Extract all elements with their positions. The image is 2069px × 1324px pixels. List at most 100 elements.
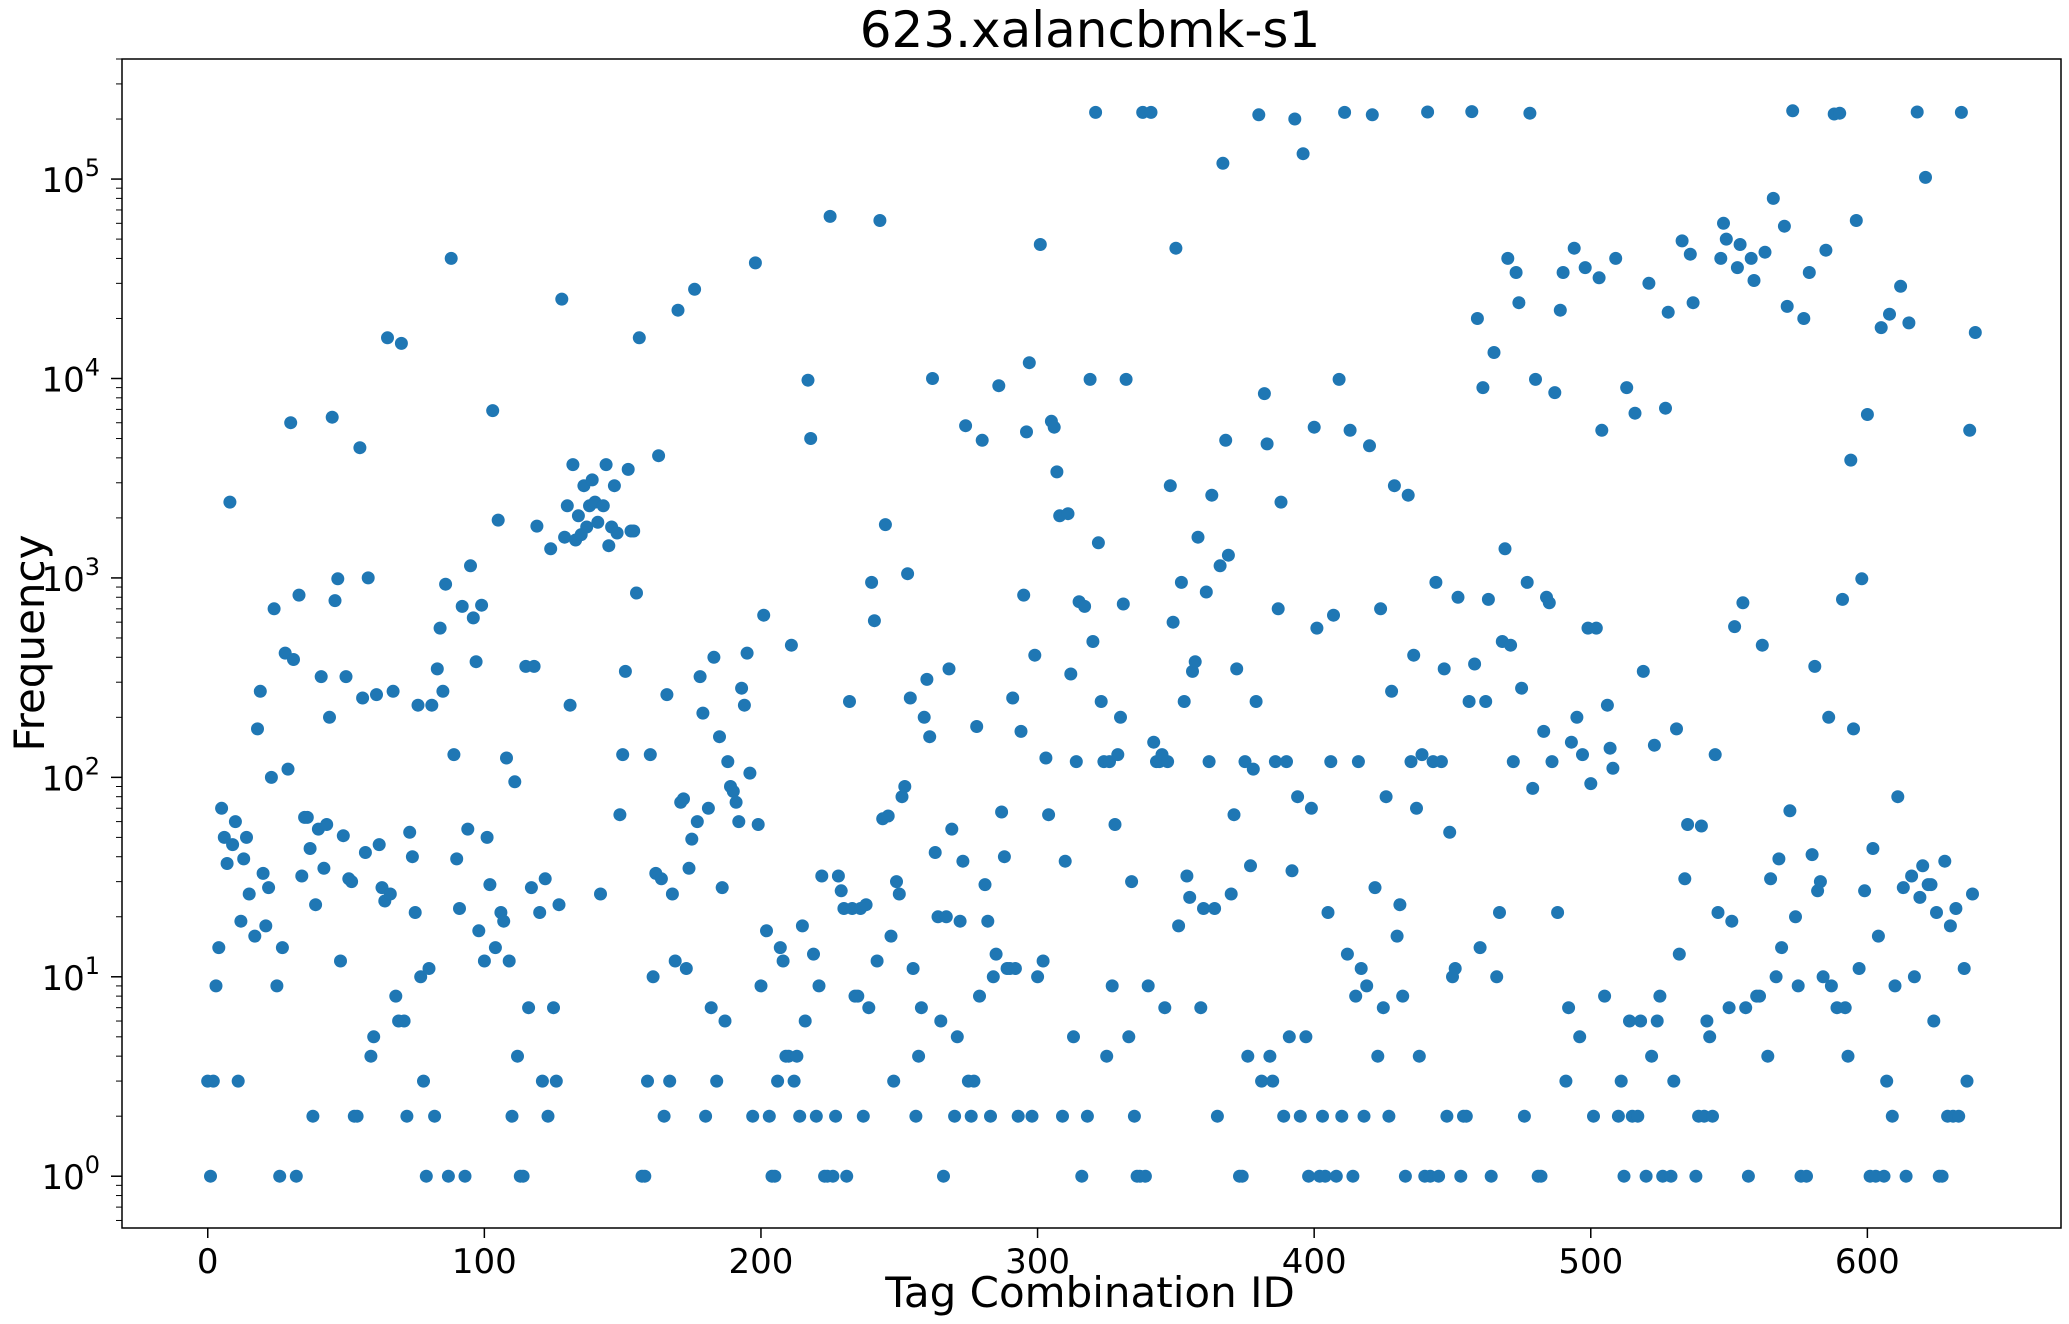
data-point <box>701 801 715 815</box>
data-point <box>1385 684 1399 698</box>
data-point <box>480 830 494 844</box>
data-point <box>654 872 668 886</box>
data-point <box>1346 1169 1360 1183</box>
data-point <box>1954 105 1968 119</box>
data-point <box>475 598 489 612</box>
data-point <box>696 706 710 720</box>
data-point <box>364 1049 378 1063</box>
data-point <box>339 670 353 684</box>
data-point <box>1382 1109 1396 1123</box>
data-point <box>1487 346 1501 359</box>
x-tick-label: 300 <box>1005 1242 1070 1282</box>
data-point <box>1412 1049 1426 1063</box>
data-point <box>439 577 453 591</box>
data-point <box>1365 108 1379 122</box>
data-point <box>1221 548 1235 562</box>
data-point <box>1335 1109 1349 1123</box>
data-point <box>1194 1001 1208 1015</box>
data-point <box>1706 1109 1719 1123</box>
data-point <box>660 688 674 702</box>
data-point <box>760 924 773 938</box>
data-point <box>1556 266 1570 279</box>
data-point <box>381 331 394 345</box>
data-point <box>1614 1074 1628 1088</box>
data-point <box>1957 962 1971 975</box>
data-point <box>419 1169 433 1183</box>
data-point <box>596 499 610 513</box>
data-point <box>383 887 397 901</box>
data-point <box>594 887 607 901</box>
data-point <box>317 861 331 875</box>
data-point <box>1819 243 1833 257</box>
data-point <box>903 691 917 705</box>
data-point <box>682 861 696 875</box>
data-point <box>1299 1030 1313 1044</box>
data-point <box>1379 790 1393 804</box>
data-point <box>411 698 425 712</box>
data-point <box>1493 906 1506 919</box>
data-point <box>826 1169 840 1183</box>
data-point <box>1338 105 1352 119</box>
data-point <box>997 850 1011 864</box>
data-point <box>992 379 1006 393</box>
data-point <box>1860 408 1874 421</box>
data-point <box>1125 875 1139 889</box>
data-point <box>1349 989 1363 1003</box>
data-point <box>862 1001 876 1015</box>
data-point <box>1285 864 1299 878</box>
data-point <box>1263 1049 1277 1063</box>
data-point <box>358 846 372 859</box>
y-tick-exponent: 3 <box>85 553 100 581</box>
data-point <box>740 646 754 660</box>
x-tick-label: 400 <box>1282 1242 1347 1282</box>
data-point <box>425 698 439 712</box>
y-tick-base: 10 <box>41 161 84 201</box>
data-point <box>1396 989 1410 1003</box>
data-point <box>856 1109 870 1123</box>
data-point <box>1783 804 1797 818</box>
data-point <box>743 766 757 780</box>
data-point <box>1741 1169 1755 1183</box>
data-point <box>309 898 323 912</box>
data-point <box>1952 1109 1966 1123</box>
data-point <box>1589 621 1603 635</box>
data-point <box>704 1001 718 1015</box>
data-point <box>1100 1049 1114 1063</box>
data-point <box>370 688 383 702</box>
data-point <box>1127 1109 1141 1123</box>
data-point <box>1578 261 1592 275</box>
data-point <box>1681 818 1695 831</box>
data-point <box>1761 1049 1775 1063</box>
data-point <box>408 906 422 919</box>
data-point <box>1728 620 1742 634</box>
data-point <box>1202 755 1216 769</box>
data-point <box>1067 1030 1080 1044</box>
data-point <box>1775 941 1789 955</box>
data-point <box>1368 881 1382 895</box>
data-point <box>1246 762 1260 776</box>
data-point <box>917 710 931 724</box>
data-point <box>281 762 295 776</box>
data-point <box>735 681 749 695</box>
data-point <box>1213 559 1227 573</box>
data-point <box>361 571 375 585</box>
data-point <box>433 621 447 635</box>
data-point <box>829 1109 843 1123</box>
y-tick-label: 105 <box>41 154 100 201</box>
data-point <box>522 1001 536 1015</box>
data-point <box>1321 906 1335 919</box>
data-point <box>1708 748 1722 762</box>
data-point <box>809 1109 823 1123</box>
data-point <box>807 947 820 961</box>
data-point <box>253 684 267 698</box>
data-point <box>748 256 762 270</box>
data-point <box>1398 1169 1412 1183</box>
data-point <box>939 910 953 924</box>
data-point <box>798 1014 812 1028</box>
data-point <box>477 954 491 968</box>
data-point <box>1598 989 1612 1003</box>
data-point <box>491 513 505 527</box>
data-point <box>1642 276 1656 290</box>
data-point <box>1634 1014 1648 1028</box>
x-tick-label: 100 <box>452 1242 517 1282</box>
